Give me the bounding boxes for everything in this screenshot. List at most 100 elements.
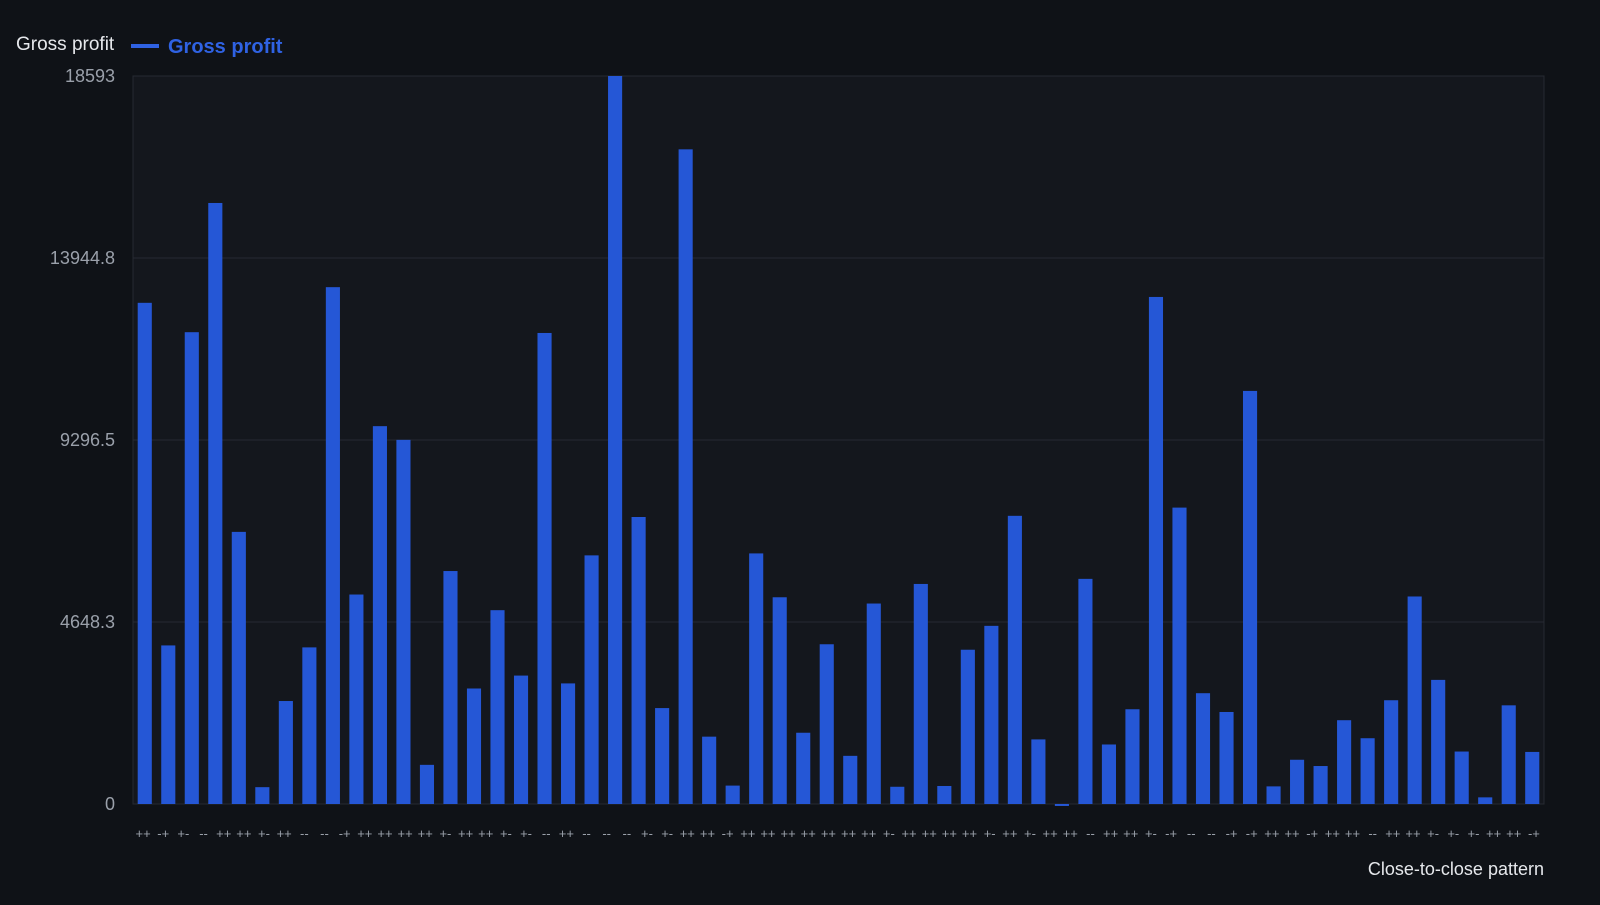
y-axis-label: Gross profit (16, 34, 115, 55)
bar[interactable] (1266, 786, 1281, 804)
bar[interactable] (890, 786, 905, 804)
x-tick-label: ++ (458, 826, 473, 841)
x-tick-label: ++ (1063, 826, 1078, 841)
x-tick-label: +- (984, 826, 996, 841)
x-tick-label: -- (542, 826, 551, 841)
x-tick-label: ++ (1002, 826, 1017, 841)
bar[interactable] (1242, 390, 1258, 804)
bar[interactable] (302, 647, 317, 804)
x-tick-label: ++ (942, 826, 957, 841)
x-tick-label: -+ (1226, 826, 1238, 841)
bar[interactable] (255, 787, 270, 804)
bar[interactable] (396, 439, 411, 804)
y-tick-label: 4648.3 (60, 612, 115, 632)
bar[interactable] (1501, 705, 1516, 804)
bar[interactable] (843, 755, 858, 804)
bar[interactable] (1313, 766, 1328, 804)
bar[interactable] (984, 625, 999, 804)
x-tick-label: -+ (722, 826, 734, 841)
bar[interactable] (231, 531, 246, 804)
bar[interactable] (1172, 507, 1187, 804)
bar[interactable] (208, 202, 223, 805)
bar[interactable] (184, 332, 199, 804)
bar[interactable] (137, 302, 152, 804)
x-tick-label: -+ (1528, 826, 1540, 841)
x-tick-label: +- (500, 826, 512, 841)
bar[interactable] (1125, 709, 1140, 804)
legend-entry-gross-profit[interactable]: Gross profit (168, 36, 283, 58)
bar[interactable] (1478, 797, 1493, 804)
x-tick-label: ++ (962, 826, 977, 841)
bar[interactable] (161, 645, 176, 804)
bar[interactable] (325, 287, 340, 804)
bar[interactable] (1454, 751, 1469, 804)
bar[interactable] (1384, 700, 1399, 804)
bar[interactable] (655, 708, 670, 804)
x-tick-label: ++ (1486, 826, 1501, 841)
y-tick-labels: 0 4648.3 9296.5 13944.8 18593 (50, 66, 115, 814)
bar[interactable] (772, 597, 787, 804)
bar[interactable] (584, 555, 599, 804)
bar[interactable] (1337, 720, 1352, 804)
x-tick-label: -+ (1306, 826, 1318, 841)
bar[interactable] (749, 553, 764, 804)
x-tick-label: -- (199, 826, 208, 841)
x-tick-label: -+ (157, 826, 169, 841)
bar[interactable] (1007, 515, 1022, 804)
bar[interactable] (537, 332, 552, 804)
bar[interactable] (1054, 804, 1069, 806)
bar[interactable] (419, 764, 435, 804)
bar[interactable] (513, 675, 529, 804)
x-tick-label: +- (1447, 826, 1459, 841)
bar[interactable] (443, 571, 458, 804)
x-tick-label: ++ (801, 826, 816, 841)
x-tick-label: -+ (339, 826, 351, 841)
x-tick-label: ++ (1385, 826, 1400, 841)
bar[interactable] (608, 76, 623, 804)
bar[interactable] (1195, 693, 1211, 804)
bar[interactable] (466, 688, 482, 804)
bar[interactable] (1431, 679, 1446, 804)
x-tick-label: -- (300, 826, 309, 841)
x-tick-label: +- (177, 826, 189, 841)
x-tick-label: -- (582, 826, 591, 841)
x-tick-label: ++ (216, 826, 231, 841)
bar[interactable] (913, 583, 928, 804)
bar[interactable] (937, 785, 952, 804)
x-tick-label: ++ (1264, 826, 1279, 841)
bar[interactable] (1101, 744, 1116, 804)
x-tick-label: ++ (1123, 826, 1138, 841)
bar[interactable] (1360, 738, 1375, 804)
bar[interactable] (1525, 751, 1540, 804)
bar[interactable] (819, 644, 834, 804)
bar[interactable] (1219, 711, 1234, 804)
bar[interactable] (866, 603, 881, 804)
bar[interactable] (631, 516, 646, 804)
x-tick-label: ++ (901, 826, 916, 841)
x-tick-label: -+ (1246, 826, 1258, 841)
bar[interactable] (702, 736, 717, 804)
bar[interactable] (1078, 578, 1093, 804)
x-tick-label: ++ (277, 826, 292, 841)
x-tick-label: ++ (680, 826, 695, 841)
bar[interactable] (1148, 296, 1164, 804)
bar[interactable] (490, 610, 505, 804)
bar[interactable] (1031, 739, 1046, 804)
bar[interactable] (278, 701, 293, 804)
bar[interactable] (372, 426, 387, 804)
bar[interactable] (1407, 596, 1422, 804)
x-tick-label: -- (1207, 826, 1216, 841)
bar[interactable] (960, 649, 975, 804)
x-tick-label: +- (1427, 826, 1439, 841)
bar[interactable] (678, 149, 693, 804)
bar[interactable] (561, 683, 576, 804)
x-tick-label: +- (1024, 826, 1036, 841)
bar[interactable] (1290, 759, 1305, 804)
x-tick-label: ++ (1405, 826, 1420, 841)
bar[interactable] (796, 732, 811, 804)
x-tick-label: +- (1467, 826, 1479, 841)
bar[interactable] (725, 785, 740, 804)
bar[interactable] (349, 594, 364, 804)
